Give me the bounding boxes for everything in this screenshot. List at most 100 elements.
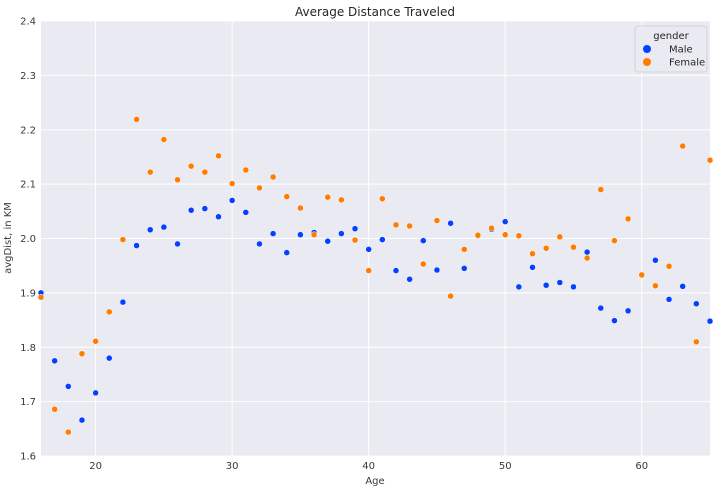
point-male (597, 304, 605, 312)
y-tick-label: 2.1 (20, 180, 36, 191)
legend-box (634, 25, 708, 73)
point-male (351, 225, 359, 232)
point-male (324, 237, 331, 245)
point-male (624, 307, 632, 315)
y-tick-label: 1.7 (20, 397, 36, 408)
tick-labels: 20 30 40 50 60 1.6 1.7 1.8 1.9 2.0 2.1 2.2 2.3 2.4 (20, 17, 648, 473)
point-male (133, 242, 140, 249)
point-female (338, 196, 345, 204)
point-male (242, 209, 250, 216)
point-female (351, 236, 359, 244)
point-female (474, 231, 482, 239)
point-female (365, 267, 372, 274)
point-male (228, 197, 236, 204)
point-male (420, 237, 427, 244)
point-female (392, 221, 400, 229)
point-female (106, 308, 113, 316)
point-female (706, 156, 714, 164)
point-male (406, 276, 413, 283)
x-tick-label: 40 (362, 461, 375, 472)
point-male (679, 283, 686, 290)
point-female (283, 193, 291, 200)
legend: gender Male Female (634, 25, 708, 73)
point-male (379, 236, 386, 243)
point-female (65, 428, 72, 436)
point-female (297, 204, 304, 212)
point-female (78, 350, 86, 358)
chart-title: Average Distance Traveled (295, 5, 455, 19)
point-female (92, 338, 99, 345)
y-tick-label: 2.3 (20, 71, 36, 82)
point-male (611, 317, 618, 324)
y-tick-label: 2.0 (20, 234, 36, 245)
point-female (406, 222, 413, 230)
point-female (542, 245, 550, 252)
point-male (51, 357, 58, 365)
point-male (447, 220, 454, 227)
x-axis-label: Age (365, 476, 384, 487)
point-female (447, 292, 454, 300)
point-female (460, 246, 468, 253)
x-tick-label: 50 (499, 461, 512, 472)
y-tick-label: 1.9 (20, 288, 36, 299)
point-female (570, 243, 577, 251)
point-female (515, 232, 523, 240)
point-female (310, 231, 318, 238)
legend-title: gender (653, 31, 689, 42)
point-female (269, 173, 277, 181)
y-tick-label: 2.4 (20, 17, 36, 28)
point-female (597, 186, 605, 193)
legend-marker-female (643, 58, 651, 66)
point-male (652, 257, 659, 264)
point-male (283, 249, 291, 256)
point-male (515, 283, 523, 291)
point-female (652, 282, 659, 290)
point-male (556, 279, 564, 286)
point-male (187, 206, 195, 214)
point-female (228, 180, 236, 187)
point-female (215, 152, 222, 160)
point-male (78, 416, 86, 424)
point-male (529, 264, 536, 271)
point-female (693, 338, 700, 346)
point-male (583, 248, 591, 256)
x-tick-label: 20 (89, 461, 102, 472)
point-female (556, 233, 564, 241)
point-male (174, 240, 181, 248)
point-female (201, 168, 209, 176)
x-tick-label: 60 (635, 461, 648, 472)
point-female (256, 184, 263, 192)
legend-label-female: Female (669, 58, 705, 69)
point-female (187, 162, 195, 170)
point-male (392, 267, 400, 274)
point-male (256, 240, 263, 248)
legend-marker-male (643, 45, 651, 53)
point-female (638, 271, 645, 279)
point-male (501, 218, 509, 225)
point-female (529, 250, 536, 257)
point-male (106, 354, 113, 362)
point-female (679, 142, 686, 150)
point-male (693, 300, 700, 307)
point-female (174, 176, 181, 184)
point-female (611, 237, 618, 244)
point-female (119, 236, 127, 243)
point-female (146, 168, 154, 176)
data-points (37, 116, 714, 436)
point-male (119, 298, 127, 306)
point-female (665, 262, 673, 270)
point-male (570, 283, 577, 291)
point-female (242, 166, 250, 174)
point-female (51, 405, 58, 413)
point-male (365, 246, 372, 253)
point-female (583, 254, 591, 262)
y-tick-label: 1.8 (20, 343, 36, 354)
point-male (146, 226, 154, 234)
point-female (420, 260, 427, 268)
point-female (37, 293, 45, 301)
legend-label-male: Male (669, 45, 693, 56)
point-male (460, 265, 468, 272)
point-male (706, 317, 714, 325)
point-male (65, 383, 72, 390)
